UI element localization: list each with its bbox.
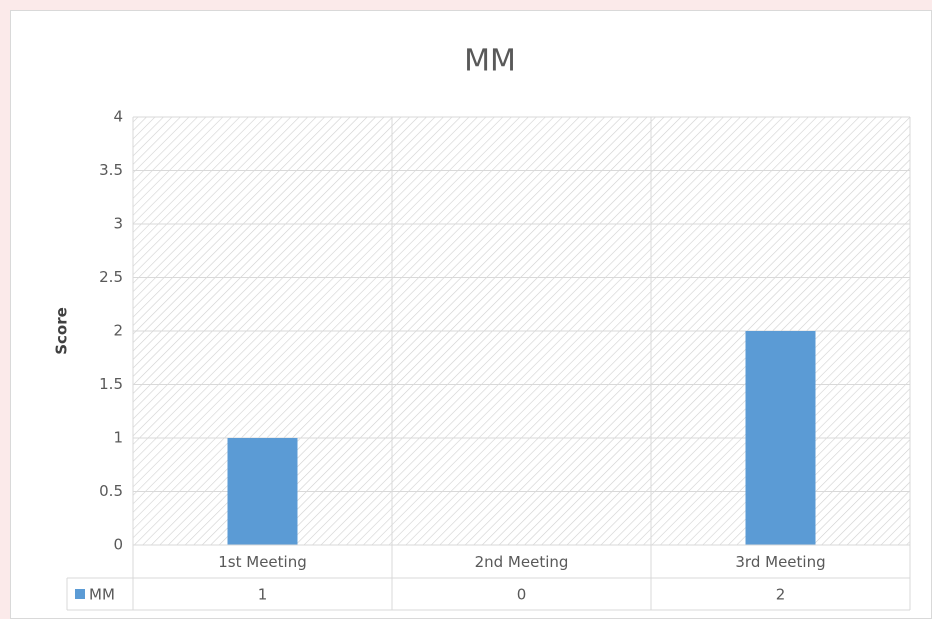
watermark-strip bbox=[0, 0, 932, 10]
y-axis-label: Score bbox=[53, 307, 71, 355]
table-value: 2 bbox=[776, 586, 786, 604]
chart-title: MM bbox=[464, 44, 516, 79]
y-tick-label: 2 bbox=[113, 322, 123, 340]
x-tick-label: 2nd Meeting bbox=[475, 553, 569, 571]
y-tick-label: 0.5 bbox=[99, 482, 123, 500]
x-tick-label: 1st Meeting bbox=[218, 553, 306, 571]
y-tick-label: 0 bbox=[113, 536, 123, 554]
y-tick-label: 4 bbox=[113, 108, 123, 126]
x-tick-label: 3rd Meeting bbox=[735, 553, 825, 571]
legend-label: MM bbox=[89, 586, 115, 604]
y-tick-label: 3.5 bbox=[99, 161, 123, 179]
bar bbox=[227, 438, 298, 545]
watermark-strip bbox=[0, 0, 10, 619]
y-tick-label: 3 bbox=[113, 215, 123, 233]
y-tick-label: 1.5 bbox=[99, 375, 123, 393]
y-tick-label: 1 bbox=[113, 429, 123, 447]
table-value: 0 bbox=[517, 586, 527, 604]
table-value: 1 bbox=[258, 586, 268, 604]
y-tick-label: 2.5 bbox=[99, 268, 123, 286]
bar bbox=[745, 331, 816, 545]
legend-swatch bbox=[75, 589, 85, 599]
